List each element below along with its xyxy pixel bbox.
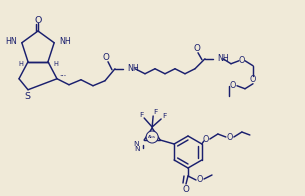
Text: O: O bbox=[239, 56, 245, 65]
Circle shape bbox=[146, 131, 158, 143]
Text: O: O bbox=[227, 132, 233, 142]
Text: NH: NH bbox=[127, 64, 139, 73]
Text: Abs: Abs bbox=[148, 135, 156, 139]
Text: F: F bbox=[162, 113, 166, 119]
Text: NH: NH bbox=[59, 37, 71, 46]
Text: H: H bbox=[53, 61, 58, 67]
Text: S: S bbox=[24, 92, 30, 101]
Text: O: O bbox=[197, 175, 203, 184]
Text: O: O bbox=[203, 134, 209, 143]
Text: O: O bbox=[183, 184, 189, 193]
Text: O: O bbox=[230, 81, 236, 90]
Text: O: O bbox=[250, 75, 256, 84]
Text: N: N bbox=[134, 141, 139, 147]
Text: F: F bbox=[153, 109, 157, 115]
Text: O: O bbox=[194, 44, 200, 53]
Text: H: H bbox=[18, 61, 23, 67]
Text: NH: NH bbox=[217, 54, 229, 63]
Text: F: F bbox=[139, 112, 143, 118]
Text: N: N bbox=[135, 146, 140, 152]
Text: O: O bbox=[102, 53, 109, 62]
Text: •••: ••• bbox=[59, 75, 66, 79]
Text: O: O bbox=[34, 15, 42, 24]
Text: HN: HN bbox=[5, 37, 17, 46]
